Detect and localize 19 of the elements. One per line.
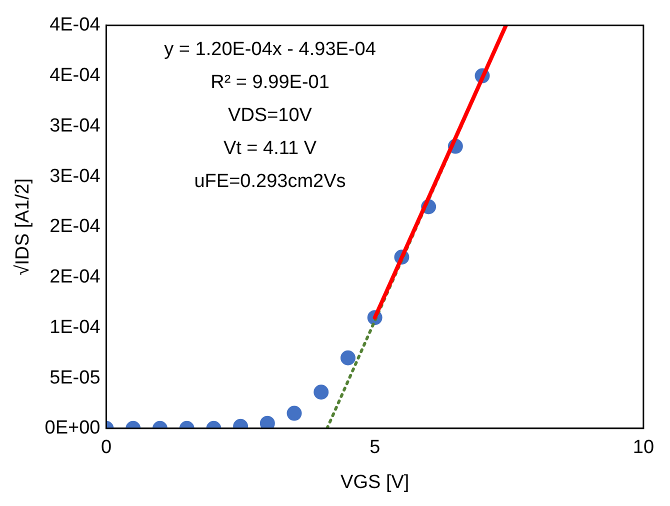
y-axis-title: √IDS [A1/2] bbox=[12, 178, 34, 276]
y-tick-label: 2E-04 bbox=[50, 216, 101, 238]
annotation: R² = 9.99E-01 bbox=[210, 72, 330, 94]
y-tick-label: 3E-04 bbox=[50, 115, 101, 136]
x-tick-label: 0 bbox=[100, 437, 112, 458]
y-tick-label: 1E-04 bbox=[50, 316, 101, 338]
x-tick-label: 10 bbox=[632, 437, 654, 458]
y-tick-label: 3E-04 bbox=[50, 166, 101, 187]
annotation: Vt = 4.11 V bbox=[223, 138, 317, 160]
annotation: uFE=0.293cm2Vs bbox=[194, 171, 346, 192]
annotation: y = 1.20E-04x - 4.93E-04 bbox=[164, 39, 376, 60]
y-tick-label: 0E+00 bbox=[44, 418, 100, 439]
x-axis-title: VGS [V] bbox=[340, 472, 410, 493]
y-tick-label: 4E-04 bbox=[50, 14, 101, 36]
x-tick-label: 5 bbox=[370, 437, 380, 458]
y-tick-label: 2E-04 bbox=[50, 266, 101, 288]
annotation: VDS=10V bbox=[228, 105, 312, 126]
y-tick-label: 4E-04 bbox=[50, 65, 101, 86]
y-tick-label: 5E-05 bbox=[50, 367, 100, 388]
